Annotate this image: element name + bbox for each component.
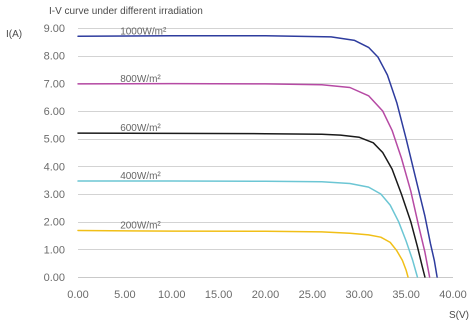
series-line — [77, 34, 438, 278]
y-tick-label: 1.00 — [44, 244, 65, 256]
x-tick-label: 5.00 — [114, 289, 135, 301]
x-tick-label: 40.00 — [439, 289, 467, 301]
series-label: 1000W/m² — [120, 26, 167, 37]
series-labels: 1000W/m² 800W/m² 600W/m² 400W/m² 200W/m² — [120, 26, 167, 231]
y-tick-label: 9.00 — [44, 23, 65, 35]
y-tick-label: 0.00 — [44, 272, 65, 284]
y-tick-label: 6.00 — [44, 106, 65, 118]
series-line — [77, 229, 409, 278]
x-tick-label: 35.00 — [392, 289, 420, 301]
y-tick-label: 7.00 — [44, 78, 65, 90]
y-axis-label: I(A) — [6, 29, 22, 40]
y-tick-label: 8.00 — [44, 51, 65, 63]
y-tick-label: 2.00 — [44, 217, 65, 229]
grid — [78, 28, 453, 278]
series-label: 800W/m² — [120, 74, 161, 85]
y-tick-label: 3.00 — [44, 189, 65, 201]
tick-labels: 0.00 1.00 2.00 3.00 4.00 5.00 6.00 7.00 8.00 9.00… — [44, 23, 467, 301]
series-label: 400W/m² — [120, 171, 161, 182]
y-tick-label: 4.00 — [44, 161, 65, 173]
x-tick-label: 15.00 — [205, 289, 233, 301]
x-tick-label: 25.00 — [299, 289, 327, 301]
x-axis-label: S(V) — [449, 310, 469, 321]
series-label: 600W/m² — [120, 123, 161, 134]
series-label: 200W/m² — [120, 221, 161, 232]
chart-title: I-V curve under different irradiation — [49, 6, 203, 17]
x-tick-label: 0.00 — [67, 289, 88, 301]
series-line — [77, 180, 419, 278]
series-lines — [77, 34, 438, 278]
x-tick-label: 30.00 — [345, 289, 373, 301]
series-line — [77, 82, 431, 278]
x-tick-label: 10.00 — [158, 289, 186, 301]
x-tick-label: 20.00 — [252, 289, 280, 301]
series-line — [77, 132, 426, 278]
y-tick-label: 5.00 — [44, 134, 65, 146]
